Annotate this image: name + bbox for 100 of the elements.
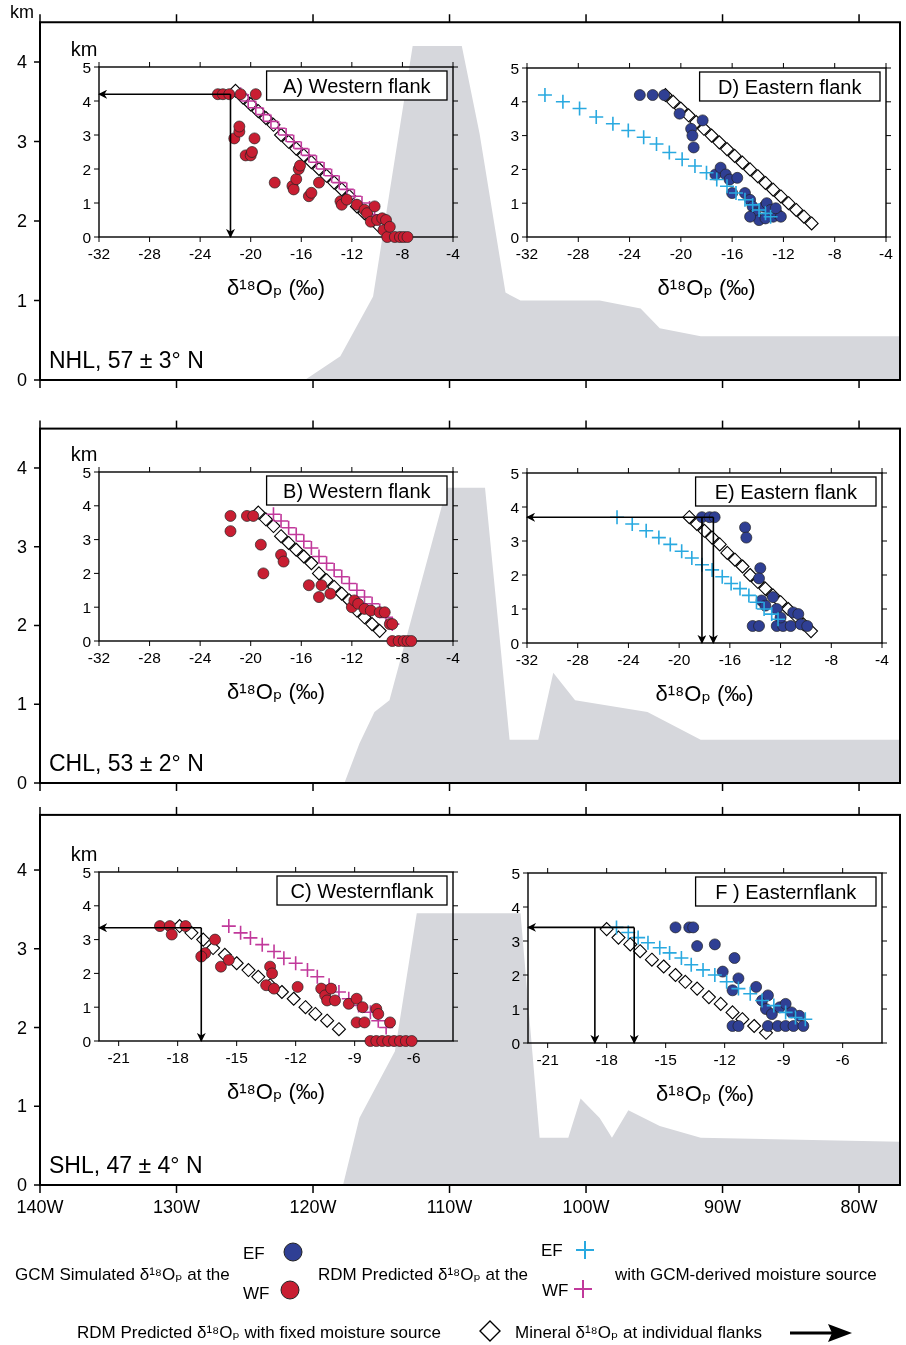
y-tick-label: 3 — [510, 532, 519, 550]
x-tick-label: -24 — [618, 245, 642, 262]
y-tick-label: 0 — [82, 632, 92, 650]
y-tick-label: 2 — [510, 566, 519, 584]
x-tick-label: -20 — [669, 245, 693, 262]
text: with GCM-derived moisture source — [614, 1265, 877, 1284]
x-tick-label: -4 — [875, 651, 890, 668]
text: RDM Predicted δ¹⁸Oₚ at the — [318, 1265, 529, 1284]
x-tick-label: -15 — [225, 1049, 248, 1066]
x-tick-label: -32 — [515, 651, 539, 668]
y-tick-label: 3 — [16, 938, 28, 959]
x-tick-label: -28 — [138, 245, 161, 262]
x-tick-label: 80W — [840, 1197, 878, 1217]
x-tick-label: -28 — [138, 649, 161, 666]
x-tick-label: -20 — [239, 245, 263, 262]
y-tick-label: 0 — [82, 1032, 92, 1050]
y-tick-label: 0 — [16, 1175, 28, 1195]
text: CHL, 53 ± 2° N — [49, 750, 204, 776]
y-tick-label: 4 — [510, 498, 520, 516]
y-tick-label: 2 — [82, 160, 91, 178]
chart-title: C) Westernflank — [290, 880, 435, 902]
x-tick-label: -16 — [720, 245, 744, 262]
x-tick-label: -20 — [667, 651, 691, 668]
text: NHL, 57 ± 3° N — [49, 347, 204, 373]
x-tick-label: -18 — [595, 1051, 618, 1068]
x-tick-label: -16 — [290, 649, 313, 666]
x-tick-label: -28 — [567, 245, 590, 262]
y-tick-label: 1 — [16, 694, 28, 715]
x-tick-label: -21 — [536, 1051, 559, 1068]
y-tick-label: 1 — [16, 290, 28, 311]
y-tick-label: 1 — [82, 194, 91, 212]
y-tick-label: 5 — [510, 59, 519, 77]
x-tick-label: -12 — [713, 1051, 736, 1068]
chart-title: E) Eastern flank — [714, 481, 858, 503]
y-tick-label: 1 — [510, 194, 519, 212]
y-tick-label: 1 — [511, 1000, 520, 1018]
x-axis-title: δ¹⁸Oₚ (‰) — [226, 1079, 326, 1104]
y-tick-label: 4 — [16, 457, 28, 478]
y-tick-label: 3 — [511, 932, 520, 950]
chart-title: D) Eastern flank — [718, 76, 863, 98]
x-tick-label: -15 — [654, 1051, 677, 1068]
text: Mineral δ¹⁸Oₚ at individual flanks — [515, 1323, 762, 1342]
x-tick-label: -21 — [107, 1049, 130, 1066]
x-tick-label: 110W — [426, 1197, 473, 1217]
x-tick-label: 140W — [16, 1197, 64, 1217]
y-tick-label: 4 — [82, 92, 92, 110]
x-tick-label: -32 — [87, 245, 111, 262]
x-tick-label: -24 — [188, 649, 212, 666]
y-tick-label: 0 — [511, 1034, 521, 1052]
x-tick-label: -24 — [617, 651, 641, 668]
x-tick-label: -4 — [446, 649, 461, 666]
y-tick-label: 3 — [82, 931, 91, 949]
y-tick-label: 4 — [510, 93, 520, 111]
y-tick-label: 0 — [510, 228, 520, 246]
text: RDM Predicted δ¹⁸Oₚ with fixed moisture source — [77, 1323, 442, 1342]
text: WF — [542, 1281, 569, 1300]
chart-title: A) Western flank — [283, 75, 432, 97]
y-tick-label: 5 — [82, 58, 91, 76]
y-tick-label: 4 — [82, 497, 92, 515]
y-tick-label: 2 — [16, 1017, 28, 1038]
y-tick-label: 5 — [82, 863, 91, 881]
y-axis-title: km — [70, 38, 98, 60]
chart-title: B) Western flank — [283, 480, 432, 502]
y-tick-label: 1 — [82, 598, 91, 616]
x-tick-label: -12 — [284, 1049, 307, 1066]
x-tick-label: -16 — [718, 651, 742, 668]
x-tick-label: 100W — [562, 1197, 610, 1217]
y-tick-label: 2 — [82, 564, 91, 582]
x-axis-title: δ¹⁸Oₚ (‰) — [226, 679, 326, 704]
y-tick-label: 3 — [510, 127, 519, 145]
y-tick-label: 0 — [82, 228, 92, 246]
y-tick-label: 4 — [16, 52, 28, 72]
x-tick-label: -20 — [239, 649, 263, 666]
x-tick-label: -9 — [776, 1051, 791, 1068]
y-tick-label: 3 — [16, 131, 28, 152]
x-tick-label: -24 — [188, 245, 212, 262]
y-tick-label: 1 — [16, 1096, 28, 1117]
y-tick-label: 2 — [82, 964, 91, 982]
y-tick-label: 1 — [82, 998, 91, 1016]
y-tick-label: 2 — [511, 966, 520, 984]
x-tick-label: -4 — [446, 245, 461, 262]
x-tick-label: -18 — [166, 1049, 189, 1066]
x-tick-label: -8 — [395, 649, 410, 666]
x-tick-label: -12 — [772, 245, 795, 262]
x-tick-label: -8 — [824, 651, 839, 668]
x-tick-label: -12 — [340, 245, 364, 262]
y-tick-label: 2 — [16, 615, 28, 636]
y-axis-title: km — [70, 443, 98, 465]
y-tick-label: 1 — [510, 600, 519, 618]
x-tick-label: -6 — [406, 1049, 421, 1066]
x-tick-label: 120W — [289, 1197, 337, 1217]
y-tick-label: 3 — [82, 531, 91, 549]
x-tick-label: -4 — [879, 245, 894, 262]
x-tick-label: -12 — [769, 651, 792, 668]
y-tick-label: 4 — [511, 898, 521, 916]
x-axis-title: δ¹⁸Oₚ (‰) — [226, 275, 326, 300]
y-tick-label: 4 — [16, 860, 28, 881]
y-axis-title: km — [70, 843, 98, 865]
text: EF — [541, 1241, 563, 1260]
y-tick-label: 2 — [16, 211, 28, 231]
